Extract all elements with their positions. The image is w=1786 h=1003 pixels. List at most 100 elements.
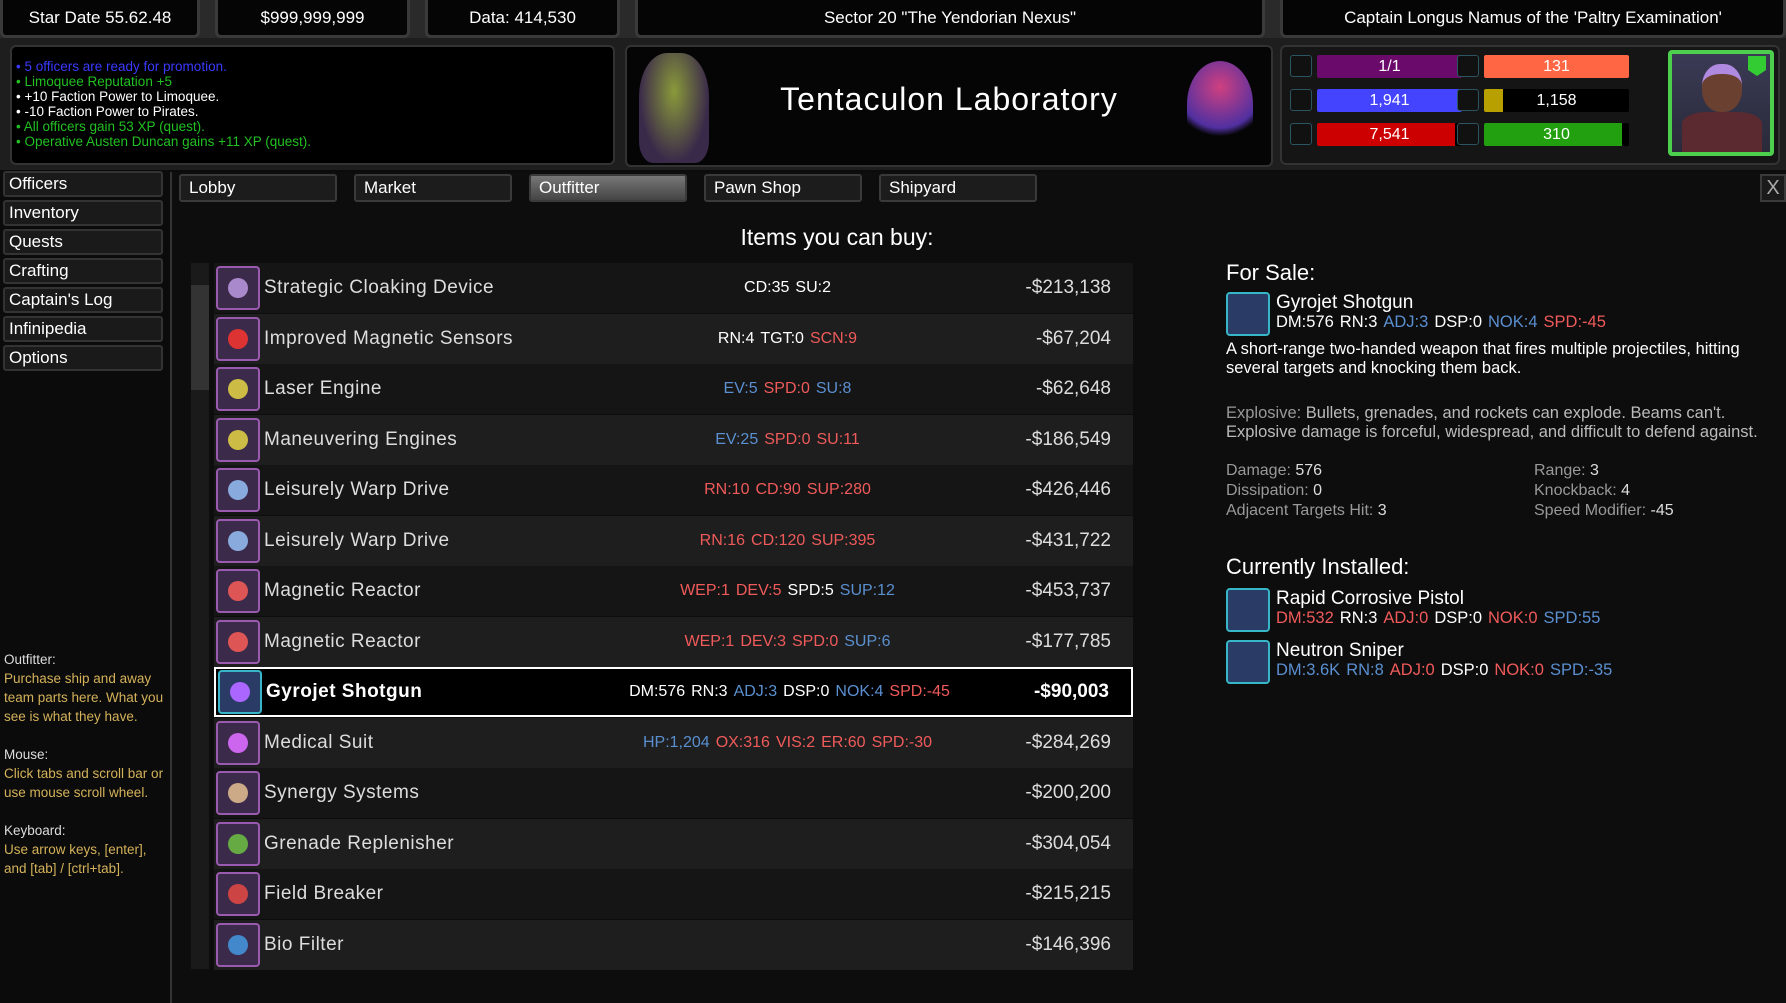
item-name: Grenade Replenisher [264,832,455,854]
help-section: Mouse: Click tabs and scroll bar or use m… [4,745,164,802]
cloaking-device-icon [216,266,260,310]
attribute-value: 3 [1590,462,1599,479]
list-item[interactable]: Strategic Cloaking Device CD:35 SU:2 -$213,… [214,263,1133,313]
scrollbar[interactable] [191,263,209,969]
list-item[interactable]: Bio Filter -$146,396 [214,919,1133,970]
scrollbar-thumb[interactable] [191,285,209,390]
crew-capacity-icon [1290,55,1312,77]
item-name: Magnetic Reactor [264,580,421,601]
stat-bar: 131 [1484,55,1629,78]
item-name: Medical Suit [264,731,374,753]
tab-outfitter[interactable]: Outfitter [529,174,687,202]
attribute-value: 4 [1621,482,1631,499]
tab-shipyard[interactable]: Shipyard [879,174,1037,202]
sidebar-item-options[interactable]: Options [3,345,163,371]
attribute-label: Adjacent Targets Hit: [1226,502,1378,519]
item-name: Field Breaker [264,883,384,904]
tab-market[interactable]: Market [354,174,512,202]
grenade-icon [216,821,260,866]
help-section: Outfitter: Purchase ship and away team pa… [4,650,164,726]
sidebar-item-crafting[interactable]: Crafting [3,258,163,284]
attribute-value: 3 [1377,502,1387,519]
list-item[interactable]: Grenade Replenisher -$304,054 [214,818,1133,869]
item-stats: WEP:1 DEV:3 SPD:0 SUP:6 [590,633,985,651]
list-item[interactable]: Field Breaker -$215,215 [214,869,1133,919]
installed-item-stats: DM:3.6K RN:8 ADJ:0 DSP:0 NOK:0 SPD:-35 [1276,661,1618,680]
stat-value: RN:4 [717,329,755,347]
stat-value: NOK:4 [1488,313,1538,331]
sidebar-item-infinipedia[interactable]: Infinipedia [3,316,163,342]
stat-value: DEV:5 [735,582,782,599]
tab-lobby[interactable]: Lobby [179,174,337,202]
stat-value: VIS:2 [775,733,816,751]
stat-value: EV:25 [715,430,759,448]
stat-value: SCN:9 [809,329,858,347]
location-banner: Tentaculon Laboratory [625,45,1273,167]
installed-items: Rapid Corrosive Pistol DM:532 RN:3 ADJ:0 DSP… [1226,588,1771,684]
medical-suit-icon [216,720,260,765]
list-item[interactable]: Improved Magnetic Sensors RN:4 TGT:0 SCN:9 -… [214,313,1133,364]
list-item[interactable]: Synergy Systems -$200,200 [214,768,1133,818]
location-title: Tentaculon Laboratory [780,81,1118,117]
explosive-note: Explosive: Bullets, grenades, and rocket… [1226,404,1771,442]
synergy-systems-icon [216,771,260,815]
stat-value: SPD:5 [787,582,834,599]
stat-value: SUP:395 [811,531,876,549]
data-counter: Data: 414,530 [425,0,620,38]
list-item[interactable]: Gyrojet Shotgun DM:576 RN:3 ADJ:3 DSP:0 NOK:4… [214,667,1133,717]
list-item[interactable]: Medical Suit HP:1,204 OX:316 VIS:2 ER:60 SPD:… [214,717,1133,768]
stat-value: EV:5 [723,380,758,397]
stat-bar-value: 1/1 [1378,58,1401,75]
list-item[interactable]: Leisurely Warp Drive RN:10 CD:90 SUP:280 -$4… [214,465,1133,515]
item-stats: CD:35 SU:2 [590,279,985,297]
captain-portrait[interactable] [1668,50,1774,156]
stat-value: SU:2 [795,279,831,296]
log-line: -10 Faction Power to Pirates. [16,104,609,119]
list-item[interactable]: Maneuvering Engines EV:25 SPD:0 SU:11 -$186,… [214,414,1133,465]
stat-value: SPD:-45 [889,683,950,700]
list-item[interactable]: Magnetic Reactor WEP:1 DEV:5 SPD:5 SUP:12 -$4… [214,566,1133,616]
stat-bar: 1,158 [1484,89,1629,112]
list-item[interactable]: Leisurely Warp Drive RN:16 CD:120 SUP:395 -$… [214,515,1133,566]
stat-value: DSP:0 [1434,609,1482,627]
message-log: 5 officers are ready for promotion.Limoq… [10,45,615,165]
stat-value: DM:3.6K [1276,661,1341,679]
shotgun-icon [218,670,262,714]
list-item[interactable]: Laser Engine EV:5 SPD:0 SU:8 -$62,648 [214,364,1133,414]
sidebar-item-officers[interactable]: Officers [3,171,163,197]
list-title: Items you can buy: [740,224,934,250]
item-name: Magnetic Reactor [264,630,421,652]
stat-value: SPD:-45 [1543,313,1606,331]
stat-value: NOK:0 [1494,661,1544,679]
close-button[interactable]: X [1760,174,1786,202]
list-item[interactable]: Magnetic Reactor WEP:1 DEV:3 SPD:0 SUP:6 -$17… [214,616,1133,667]
item-name: Gyrojet Shotgun [266,681,423,702]
stat-value: SPD:55 [1543,609,1601,627]
attribute-value: -45 [1650,502,1674,519]
installed-item-name: Rapid Corrosive Pistol [1276,588,1464,609]
captain-face [1702,64,1742,112]
for-sale-item: Gyrojet Shotgun DM:576 RN:3 ADJ:3 DSP:0 NOK:… [1226,292,1771,336]
attribute-value: 0 [1313,482,1323,499]
stat-value: DM:576 [629,683,686,700]
item-price: -$200,200 [1025,782,1111,803]
stat-bar-value: 131 [1543,58,1570,75]
stat-value: NOK:4 [835,683,884,700]
sidebar-item-captain-s-log[interactable]: Captain's Log [3,287,163,313]
sidebar-item-inventory[interactable]: Inventory [3,200,163,226]
item-description: A short-range two-handed weapon that fir… [1226,340,1740,377]
sidebar-item-quests[interactable]: Quests [3,229,163,255]
item-price: -$213,138 [1025,277,1111,298]
outfitter-panel: Lobby Market Outfitter Pawn Shop Shipyard X … [170,172,1786,1003]
tab-pawn-shop[interactable]: Pawn Shop [704,174,862,202]
stat-value: WEP:1 [684,632,735,650]
log-line: Limoquee Reputation +5 [16,74,609,89]
stat-value: OX:316 [715,733,770,751]
log-line: All officers gain 53 XP (quest). [16,119,609,134]
attribute-label: Knockback: [1534,482,1622,499]
stat-value: DM:576 [1276,313,1334,331]
stat-bar-fill [1317,89,1462,112]
warp-drive-icon [216,468,260,512]
explosive-label: Explosive: [1226,404,1302,422]
stat-bar-value: 1,941 [1369,92,1410,109]
